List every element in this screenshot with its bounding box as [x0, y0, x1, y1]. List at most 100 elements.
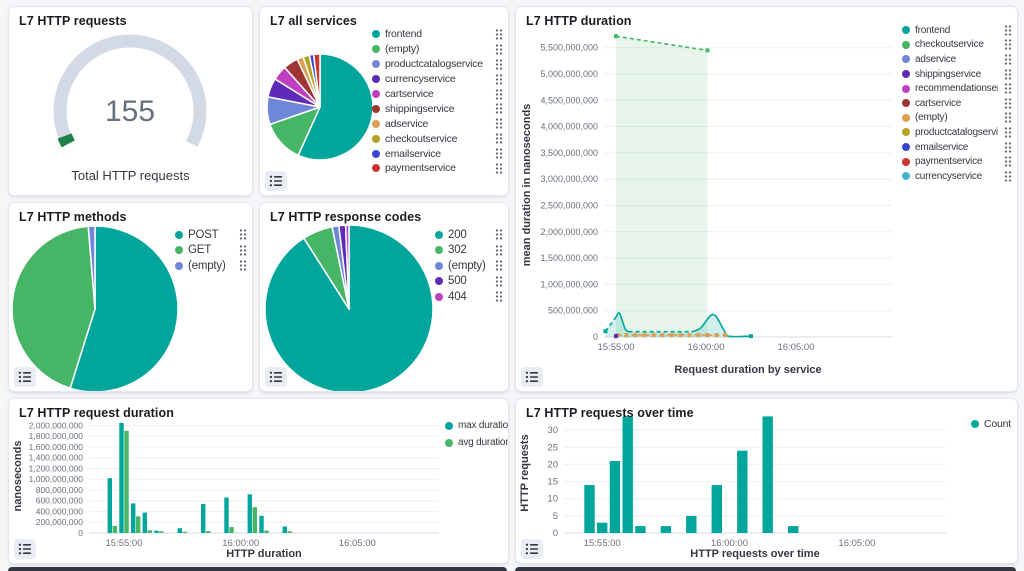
- bar-Count[interactable]: [762, 416, 773, 533]
- legend-actions-icon[interactable]: [495, 290, 503, 303]
- legend-actions-icon[interactable]: [495, 43, 503, 56]
- legend-actions-icon[interactable]: [495, 244, 503, 257]
- legend-actions-icon[interactable]: [495, 132, 503, 145]
- legend-item[interactable]: (empty): [175, 258, 247, 274]
- pie-slice-200[interactable]: [264, 224, 434, 391]
- legend-item[interactable]: currencyservice: [372, 72, 503, 87]
- legend-item[interactable]: cartservice: [372, 87, 503, 102]
- legend-toggle-button[interactable]: [14, 539, 36, 559]
- pie-slice-(empty)[interactable]: [87, 225, 96, 310]
- bar-Count[interactable]: [660, 526, 672, 533]
- legend-item[interactable]: Count: [971, 415, 1011, 432]
- legend-item[interactable]: max duration: [445, 417, 508, 434]
- legend-actions-icon[interactable]: [495, 73, 503, 86]
- legend-actions-icon[interactable]: [1004, 141, 1012, 154]
- legend-actions-icon[interactable]: [1004, 24, 1012, 37]
- legend-item[interactable]: frontend: [902, 23, 1012, 38]
- duration-area-chart[interactable]: 0 500,000,000 1,000,000,000 1,500,000,000 2,…: [516, 7, 1017, 391]
- legend-item[interactable]: productcatalogservice: [902, 125, 1012, 140]
- legend-actions-icon[interactable]: [1004, 97, 1012, 110]
- legend-actions-icon[interactable]: [495, 275, 503, 288]
- bar-Count[interactable]: [686, 515, 697, 533]
- pie-slice-404[interactable]: [344, 224, 350, 310]
- legend-item[interactable]: adservice: [902, 52, 1012, 67]
- bar-max duration[interactable]: [247, 494, 252, 533]
- methods-pie-chart[interactable]: [9, 203, 252, 391]
- bar-avg duration[interactable]: [124, 430, 129, 533]
- bar-avg duration[interactable]: [252, 507, 257, 533]
- pie-slice-GET[interactable]: [11, 225, 96, 389]
- legend-actions-icon[interactable]: [1004, 126, 1012, 139]
- pie-slice-paymentservice[interactable]: [312, 53, 321, 108]
- bar-max duration[interactable]: [224, 497, 229, 534]
- bar-max duration[interactable]: [119, 422, 124, 533]
- legend-actions-icon[interactable]: [1004, 38, 1012, 51]
- legend-toggle-button[interactable]: [265, 367, 287, 387]
- legend-item[interactable]: 302: [435, 243, 503, 259]
- legend-item[interactable]: emailservice: [372, 146, 503, 161]
- legend-item[interactable]: frontend: [372, 27, 503, 42]
- services-pie-chart[interactable]: [260, 7, 508, 195]
- legend-actions-icon[interactable]: [1004, 111, 1012, 124]
- bar-max duration[interactable]: [107, 478, 112, 533]
- bar-max duration[interactable]: [177, 528, 182, 533]
- legend-toggle-button[interactable]: [521, 367, 543, 387]
- legend-item[interactable]: currencyservice: [902, 169, 1012, 184]
- requests-over-time-bar-chart[interactable]: 0 5 10 15 20 25 30 15:55:00 16:00:00 16:05:00 HTTP…: [516, 399, 1017, 563]
- legend-actions-icon[interactable]: [495, 102, 503, 115]
- legend-item[interactable]: paymentservice: [902, 154, 1012, 169]
- legend-actions-icon[interactable]: [1004, 155, 1012, 168]
- legend-item[interactable]: checkoutservice: [902, 38, 1012, 53]
- bar-Count[interactable]: [609, 461, 621, 533]
- legend-actions-icon[interactable]: [239, 244, 247, 257]
- bar-max duration[interactable]: [142, 512, 147, 533]
- bar-avg duration[interactable]: [147, 530, 152, 533]
- bar-Count[interactable]: [711, 485, 722, 533]
- legend-item[interactable]: shippingservice: [902, 67, 1012, 82]
- series-line-frontend[interactable]: [615, 312, 630, 333]
- response-codes-pie-chart[interactable]: [260, 203, 508, 391]
- bar-max duration[interactable]: [259, 515, 264, 533]
- legend-actions-icon[interactable]: [495, 259, 503, 272]
- legend-actions-icon[interactable]: [495, 88, 503, 101]
- legend-actions-icon[interactable]: [495, 28, 503, 41]
- legend-item[interactable]: 200: [435, 227, 503, 243]
- legend-item[interactable]: shippingservice: [372, 101, 503, 116]
- series-line-frontend[interactable]: [604, 316, 617, 332]
- legend-actions-icon[interactable]: [495, 117, 503, 130]
- legend-toggle-button[interactable]: [521, 539, 543, 559]
- legend-item[interactable]: paymentservice: [372, 161, 503, 176]
- legend-toggle-button[interactable]: [14, 367, 36, 387]
- pie-slice-POST[interactable]: [69, 225, 179, 391]
- bar-avg duration[interactable]: [182, 531, 187, 533]
- series-line-checkoutservice[interactable]: [615, 35, 708, 52]
- bar-Count[interactable]: [737, 450, 748, 533]
- legend-actions-icon[interactable]: [495, 58, 503, 71]
- bar-avg duration[interactable]: [264, 530, 269, 533]
- legend-item[interactable]: 500: [435, 274, 503, 290]
- legend-item[interactable]: productcatalogservice: [372, 57, 503, 72]
- legend-item[interactable]: GET: [175, 243, 247, 259]
- legend-item[interactable]: checkoutservice: [372, 131, 503, 146]
- bar-avg duration[interactable]: [287, 531, 292, 533]
- legend-actions-icon[interactable]: [1004, 68, 1012, 81]
- legend-actions-icon[interactable]: [1004, 170, 1012, 183]
- bar-max duration[interactable]: [282, 526, 287, 534]
- bar-max duration[interactable]: [201, 504, 206, 533]
- bar-Count[interactable]: [597, 522, 608, 533]
- legend-actions-icon[interactable]: [1004, 82, 1012, 95]
- series-line-frontend[interactable]: [691, 313, 752, 338]
- legend-item[interactable]: (empty): [372, 42, 503, 57]
- bar-avg duration[interactable]: [229, 527, 234, 533]
- legend-item[interactable]: avg duration: [445, 434, 508, 451]
- legend-item[interactable]: emailservice: [902, 140, 1012, 155]
- legend-item[interactable]: cartservice: [902, 96, 1012, 111]
- bar-Count[interactable]: [635, 526, 646, 533]
- legend-toggle-button[interactable]: [265, 171, 287, 191]
- bar-Count[interactable]: [584, 485, 595, 533]
- legend-actions-icon[interactable]: [495, 162, 503, 175]
- pie-slice-frontend[interactable]: [297, 53, 374, 161]
- bar-avg duration[interactable]: [112, 526, 117, 533]
- bar-avg duration[interactable]: [136, 516, 141, 533]
- bar-avg duration[interactable]: [206, 531, 211, 533]
